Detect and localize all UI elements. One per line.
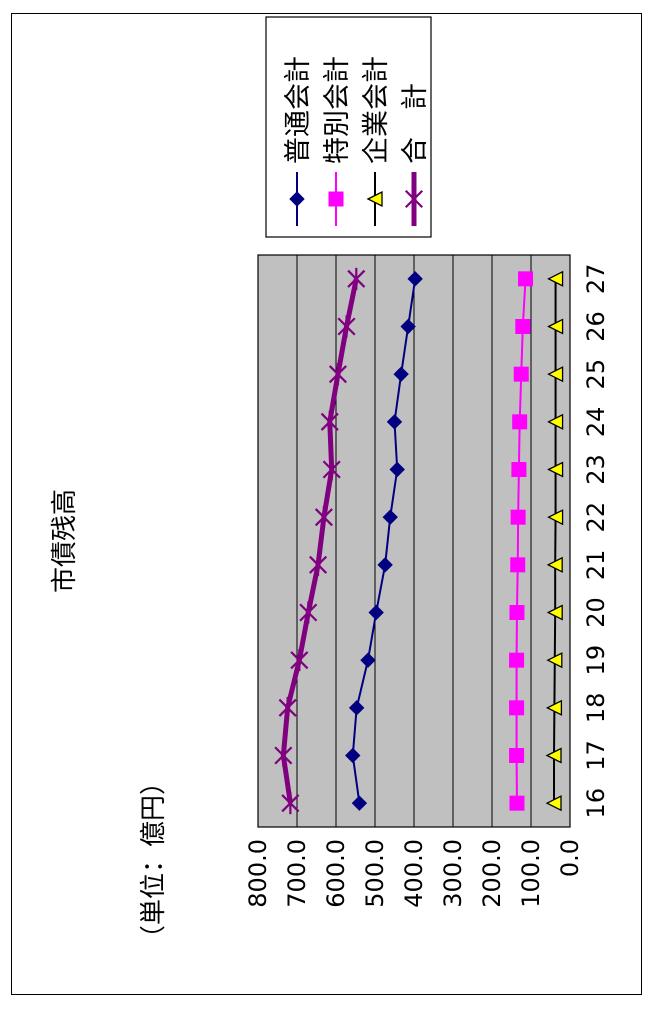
chart-frame: [11, 13, 642, 995]
data-point: [510, 557, 526, 573]
x-tick-label: 17: [582, 740, 610, 771]
legend-label: 特別会計: [322, 56, 353, 164]
series-group: [274, 267, 564, 815]
chart-title: 市債残高: [50, 489, 80, 593]
legend-label: 合 計: [400, 83, 431, 164]
x-tick-label: 23: [582, 454, 610, 485]
data-point: [281, 792, 300, 815]
y-tick-label: 0.0: [556, 839, 584, 877]
data-point: [511, 462, 527, 477]
data-point: [509, 795, 525, 811]
data-point: [547, 413, 564, 430]
data-point: [382, 509, 398, 525]
series-line: [515, 278, 527, 804]
data-point: [547, 270, 564, 287]
data-point: [512, 414, 528, 430]
x-tick-label: 18: [582, 693, 610, 724]
x-tick-label: 19: [582, 645, 610, 676]
data-point: [545, 747, 562, 764]
data-point: [545, 699, 563, 716]
data-point: [407, 271, 423, 287]
data-point: [337, 315, 356, 338]
data-point: [351, 795, 368, 811]
data-point: [509, 748, 525, 763]
legend-marker: [366, 190, 383, 208]
y-tick-label: 700.0: [283, 839, 311, 908]
data-point: [545, 795, 562, 812]
series-triangle: [545, 270, 564, 812]
data-point: [274, 744, 293, 767]
data-point: [299, 601, 318, 624]
x-tick-label: 21: [582, 550, 610, 581]
series-line: [351, 278, 417, 804]
data-point: [377, 557, 393, 573]
series-diamond: [345, 271, 423, 811]
legend-marker: [328, 191, 344, 207]
data-point: [547, 509, 564, 526]
x-tick-labels: 16 17 18 19 20 21 22 23 24 25 26 27: [582, 264, 610, 819]
data-point: [360, 652, 376, 668]
x-tick-label: 26: [582, 311, 610, 342]
y-tick-label: 200.0: [478, 839, 506, 908]
legend-marker: [404, 188, 424, 210]
data-point: [393, 366, 409, 382]
data-point: [278, 696, 297, 719]
x-tick-label: 25: [582, 359, 610, 390]
data-point: [400, 318, 416, 335]
x-tick-label: 22: [582, 502, 610, 533]
data-point: [510, 509, 526, 525]
data-point: [320, 410, 339, 433]
x-tick-label: 27: [582, 264, 610, 295]
data-point: [509, 605, 525, 620]
data-point: [547, 461, 564, 478]
data-point: [345, 747, 361, 764]
data-point: [386, 414, 403, 430]
data-point: [348, 700, 365, 716]
y-tick-labels: 0.0 100.0 200.0 300.0 400.0 500.0 600.0 700.0 80…: [244, 839, 584, 908]
data-point: [513, 366, 529, 382]
y-tick-label: 500.0: [361, 839, 389, 908]
y-tick-label: 600.0: [322, 839, 350, 908]
y-tick-label: 300.0: [439, 839, 467, 908]
data-point: [546, 556, 563, 573]
legend-marker: [289, 191, 305, 207]
data-point: [515, 319, 531, 334]
y-tick-label: 400.0: [400, 839, 428, 908]
x-tick-label: 20: [582, 597, 610, 628]
data-point: [509, 700, 525, 716]
data-point: [509, 652, 525, 668]
x-tick-label: 16: [582, 788, 610, 819]
data-point: [328, 363, 347, 386]
data-point: [309, 553, 328, 576]
series-line: [553, 278, 557, 804]
data-point: [546, 652, 563, 669]
series-square: [509, 271, 534, 811]
data-point: [518, 271, 534, 287]
y-tick-label: 800.0: [244, 839, 272, 908]
data-point: [389, 461, 405, 478]
data-point: [368, 604, 384, 621]
y-tick-label: 100.0: [517, 839, 545, 908]
legend-items: 普通会計 特別会計 企業会計合 計: [283, 56, 431, 226]
data-point: [547, 318, 564, 335]
legend-label: 企業会計: [361, 56, 392, 164]
chart-rotated-group: 0.0 100.0 200.0 300.0 400.0 500.0 600.0 700.0 80…: [50, 16, 610, 951]
y-axis-label: （単位：億円）: [139, 769, 169, 951]
data-point: [314, 506, 333, 529]
data-point: [347, 267, 366, 290]
data-point: [290, 649, 309, 672]
data-point: [547, 366, 564, 383]
gridlines: [296, 255, 532, 827]
series-asterisk: [274, 267, 366, 815]
x-tick-label: 24: [582, 407, 610, 438]
legend: [265, 16, 432, 238]
legend-label: 普通会計: [283, 56, 314, 164]
data-point: [322, 458, 341, 481]
data-point: [546, 604, 563, 621]
